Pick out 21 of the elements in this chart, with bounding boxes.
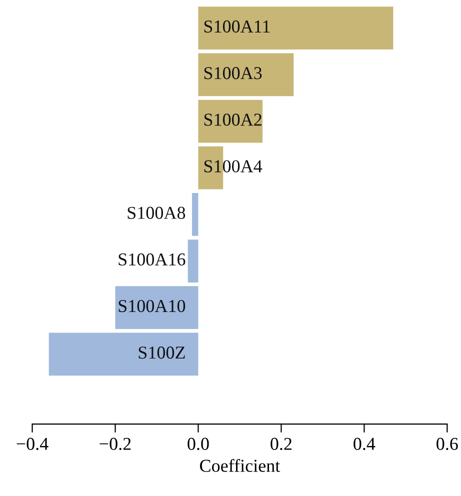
bar [188,240,198,282]
y-tick-label: S100A2 [204,114,262,126]
bar [115,286,198,330]
bar [198,6,394,50]
x-tick-label: 0.2 [270,438,292,450]
y-tick-label: S100A11 [204,20,270,33]
y-tick-label: S100A10 [118,300,186,312]
x-tick-label: −0.4 [16,438,48,450]
x-axis-title: Coefficient [200,459,280,472]
y-tick-label: S100A3 [204,67,262,80]
x-tick-label: 0.0 [188,438,209,450]
bar [198,100,263,143]
y-tick-label: S100A8 [128,206,186,219]
y-tick-label: S100Z [138,346,185,359]
x-tick-label: −0.2 [100,438,131,450]
bar [48,332,198,376]
x-tick-label: 0.6 [436,438,458,450]
y-tick-label: S100A16 [118,253,186,266]
bar [192,193,198,236]
bar [198,53,294,96]
x-tick-label: 0.4 [354,438,376,450]
